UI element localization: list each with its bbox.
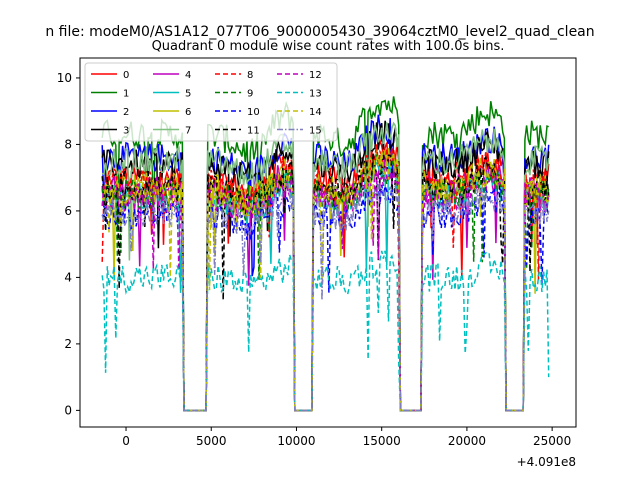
axes-frame — [79, 57, 577, 428]
legend-label-0: 0 — [123, 70, 129, 81]
legend-label-10: 10 — [247, 107, 260, 118]
legend-label-6: 6 — [185, 107, 191, 118]
x-tick-label: 15000 — [363, 434, 401, 448]
x-tick-label: 5000 — [196, 434, 227, 448]
legend-label-9: 9 — [247, 89, 253, 100]
legend-label-4: 4 — [185, 70, 191, 81]
legend-label-8: 8 — [247, 70, 253, 81]
y-tick-label: 8 — [64, 137, 72, 151]
legend-label-11: 11 — [247, 126, 260, 137]
series-line-13 — [101, 250, 550, 412]
legend-label-2: 2 — [123, 107, 129, 118]
x-axis: 0 5000 10000 15000 20000 25000 — [122, 427, 571, 448]
series-line-10 — [101, 182, 550, 412]
x-tick-label: 25000 — [533, 434, 571, 448]
chart-suptitle: n file: modeM0/AS1A12_077T06_9000005430_… — [45, 24, 594, 40]
y-tick-label: 2 — [64, 337, 72, 351]
y-axis: 0 2 4 6 8 10 — [57, 71, 80, 417]
series-line-7 — [101, 121, 550, 412]
legend-label-13: 13 — [309, 89, 322, 100]
x-tick-label: 20000 — [448, 434, 486, 448]
legend-label-7: 7 — [185, 126, 191, 137]
x-tick-label: 10000 — [277, 434, 315, 448]
y-tick-label: 10 — [57, 71, 72, 85]
y-tick-label: 0 — [64, 403, 72, 417]
series-line-15 — [101, 181, 550, 412]
legend-label-3: 3 — [123, 126, 129, 137]
legend-label-5: 5 — [185, 89, 191, 100]
legend-label-14: 14 — [309, 107, 322, 118]
plot-lines — [101, 96, 550, 412]
legend-label-1: 1 — [123, 89, 129, 100]
y-tick-label: 6 — [64, 204, 72, 218]
chart-title: Quadrant 0 module wise count rates with … — [152, 39, 505, 54]
legend-label-12: 12 — [309, 70, 322, 81]
y-tick-label: 4 — [64, 270, 72, 284]
x-offset-label: +4.091e8 — [517, 455, 576, 469]
legend-label-15: 15 — [309, 126, 322, 137]
series-line-14 — [101, 151, 550, 412]
legend-box — [84, 62, 338, 142]
x-tick-label: 0 — [122, 434, 130, 448]
